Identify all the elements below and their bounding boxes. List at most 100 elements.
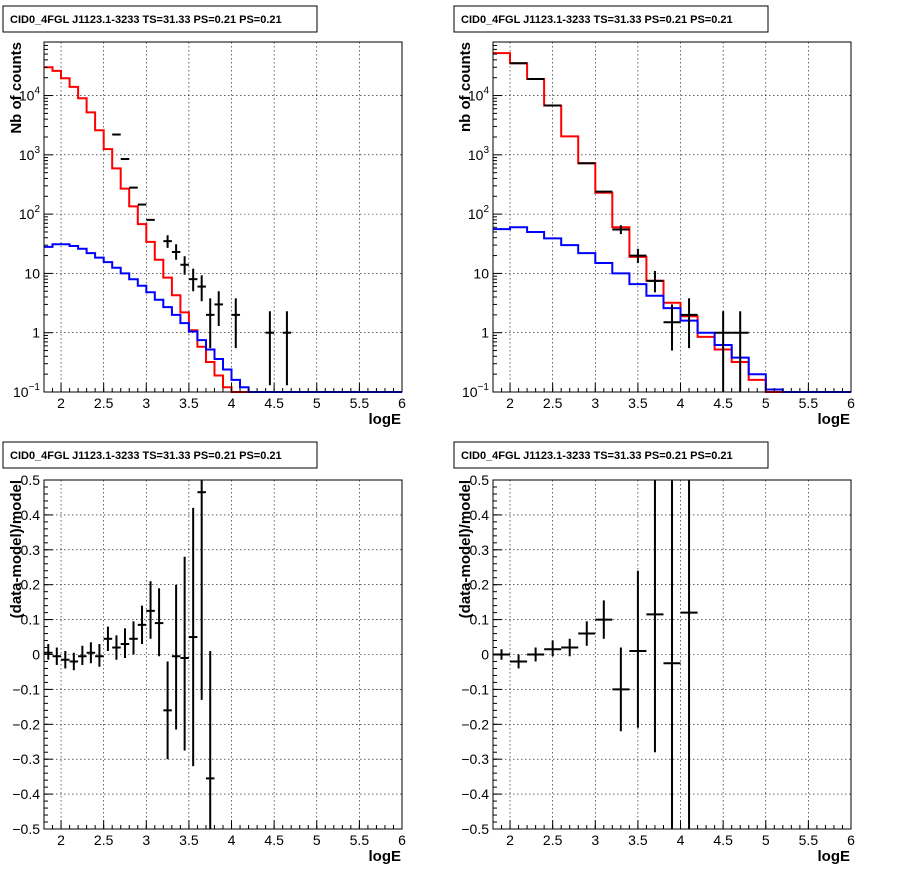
data-point	[612, 647, 630, 732]
data-point	[180, 556, 189, 751]
data-point	[231, 298, 241, 349]
x-tick-label: 2	[506, 395, 514, 411]
data-point	[663, 304, 681, 351]
x-tick-label: 4.5	[264, 395, 284, 411]
y-tick-label: 104	[468, 86, 490, 104]
x-tick-label: 4	[228, 832, 236, 848]
title-box	[2, 5, 318, 33]
y-tick-label: −0.5	[12, 821, 40, 837]
total-model-series	[44, 66, 402, 393]
y-tick-label: 103	[468, 145, 490, 163]
data-point	[129, 621, 138, 655]
data-point	[544, 640, 562, 657]
y-tick-label: −0.2	[461, 716, 489, 732]
x-tick-label: 2.5	[94, 832, 114, 848]
data-point	[714, 311, 732, 392]
x-tick-label: 5.5	[799, 832, 819, 848]
data-point	[171, 244, 181, 260]
x-tick-label: 3.5	[628, 395, 648, 411]
chart-title: CID0_4FGL J1123.1-3233 TS=31.33 PS=0.21 …	[461, 450, 733, 462]
data-point	[646, 480, 664, 753]
x-tick-label: 3.5	[179, 395, 199, 411]
x-tick-label: 5.5	[350, 395, 370, 411]
panel-residuals-summed: CID0_4FGL J1123.1-3233 TS=31.33 PS=0.21 …	[453, 441, 855, 865]
y-tick-label: 1	[32, 325, 40, 341]
y-tick-label: −0.3	[12, 751, 40, 767]
panel-counts-summed: CID0_4FGL J1123.1-3233 TS=31.33 PS=0.21 …	[453, 5, 855, 428]
x-tick-label: 4.5	[713, 832, 733, 848]
data-point	[527, 647, 545, 662]
x-tick-label: 4	[228, 395, 236, 411]
x-tick-label: 6	[847, 395, 855, 411]
data-point	[197, 480, 206, 700]
x-tick-label: 6	[398, 395, 406, 411]
data-point	[146, 581, 155, 639]
y-tick-label: 102	[19, 204, 41, 222]
axes: 2 2.5 3 3.5 4 4.5 5 5.5 6 10−1 1 10 102 103 104	[462, 41, 855, 411]
x-axis-label: logE	[818, 411, 851, 428]
data-point	[205, 298, 215, 349]
y-tick-label: −0.3	[461, 751, 489, 767]
x-tick-label: 5.5	[799, 395, 819, 411]
y-axis-label: Nb of counts	[8, 42, 25, 134]
chart-title: CID0_4FGL J1123.1-3233 TS=31.33 PS=0.21 …	[461, 14, 733, 26]
data-point	[154, 588, 164, 657]
x-axis-label: logE	[369, 848, 402, 865]
x-tick-label: 3.5	[179, 832, 199, 848]
y-tick-label: −0.1	[461, 681, 489, 697]
panel-residuals-stacked: CID0_4FGL J1123.1-3233 TS=31.33 PS=0.21 …	[2, 441, 406, 865]
data-point	[52, 647, 62, 665]
y-axis-label: nb of counts	[457, 42, 474, 132]
data-point	[197, 275, 206, 302]
x-tick-label: 3	[591, 395, 599, 411]
data-point	[510, 654, 528, 669]
y-tick-label: −0.4	[461, 786, 489, 802]
y-tick-label: 104	[19, 86, 41, 104]
y-tick-label: 0.1	[21, 612, 41, 628]
x-tick-label: 2	[506, 832, 514, 848]
data-point	[188, 268, 198, 292]
y-tick-label: −0.1	[12, 681, 40, 697]
data-point	[95, 644, 104, 667]
y-tick-label: 10	[24, 265, 40, 281]
y-tick-label: 0.2	[21, 577, 41, 593]
y-tick-label: 0.1	[470, 612, 490, 628]
data-point	[171, 584, 181, 730]
y-tick-label: 103	[19, 145, 41, 163]
x-tick-label: 2	[57, 395, 65, 411]
plot-area	[493, 52, 851, 393]
plot-frame	[43, 41, 403, 393]
data-point	[578, 621, 596, 646]
x-tick-label: 2.5	[543, 832, 563, 848]
axes: 2 2.5 3 3.5 4 4.5 5 5.5 6 −0.5 −0.4 −0.3 −0.2 −0.1 0 0.…	[12, 472, 406, 848]
data-point	[180, 256, 189, 275]
title-box	[453, 5, 769, 33]
x-tick-label: 6	[398, 832, 406, 848]
y-tick-label: −0.4	[12, 786, 40, 802]
y-tick-label: 10	[473, 265, 489, 281]
plot-area	[44, 66, 402, 393]
x-tick-label: 5	[313, 395, 321, 411]
y-axis-label: (data-model)/model	[8, 480, 25, 618]
chart-title: CID0_4FGL J1123.1-3233 TS=31.33 PS=0.21 …	[10, 14, 282, 26]
data-point	[612, 225, 630, 235]
axes: 2 2.5 3 3.5 4 4.5 5 5.5 6 −0.5 −0.4 −0.3 −0.2 −0.1 0 0.…	[461, 472, 855, 848]
title-box	[2, 441, 318, 469]
x-tick-label: 3	[142, 832, 150, 848]
x-tick-label: 4	[677, 832, 685, 848]
plot-area	[44, 480, 215, 829]
y-tick-label: 0.3	[470, 542, 490, 558]
data-point	[595, 600, 613, 639]
y-tick-label: 0.3	[21, 542, 41, 558]
x-axis-label: logE	[369, 411, 402, 428]
y-tick-label: 0.4	[21, 507, 41, 523]
data-point	[86, 642, 96, 664]
data-point	[680, 298, 698, 349]
x-tick-label: 3	[142, 395, 150, 411]
x-tick-label: 6	[847, 832, 855, 848]
data-point	[163, 661, 172, 760]
data-point	[163, 235, 172, 248]
y-tick-label: 0.5	[470, 472, 490, 488]
data-point	[680, 480, 698, 829]
chart-title: CID0_4FGL J1123.1-3233 TS=31.33 PS=0.21 …	[10, 450, 282, 462]
